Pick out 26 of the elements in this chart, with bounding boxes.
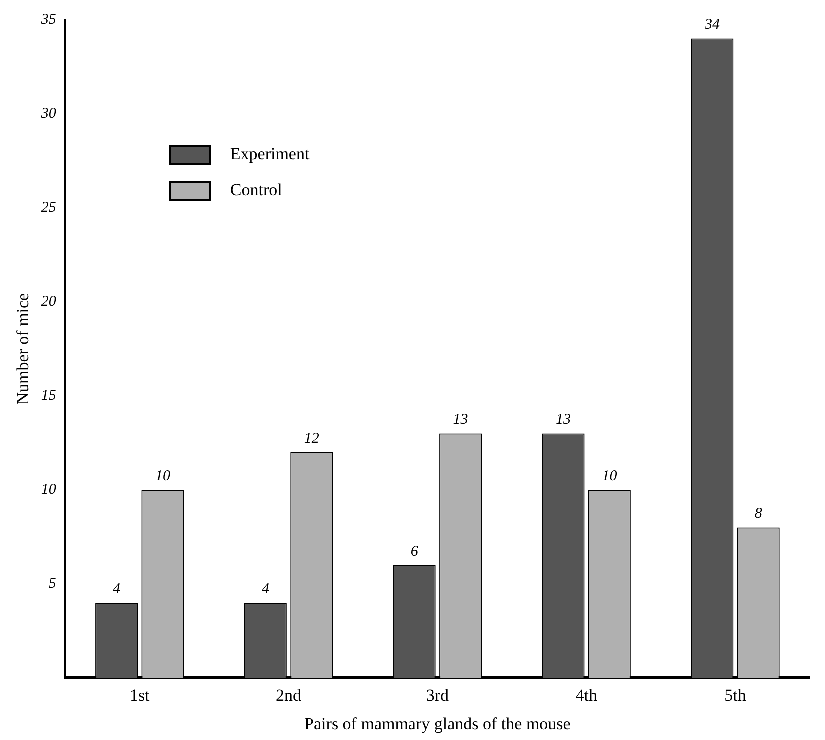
data-label: 10 [155, 468, 171, 485]
legend-label: Control [230, 180, 283, 200]
x-tick-label: 4th [576, 686, 598, 705]
x-tick-label: 2nd [276, 686, 302, 705]
x-tick-label: 5th [724, 686, 747, 705]
x-axis-title: Pairs of mammary glands of the mouse [304, 714, 571, 734]
y-tick-label: 35 [40, 12, 57, 28]
data-label: 34 [704, 17, 720, 34]
y-tick-label: 5 [48, 576, 57, 592]
data-label: 4 [262, 581, 270, 598]
data-label: 12 [304, 430, 320, 447]
data-label: 4 [113, 581, 122, 598]
data-label: 6 [410, 544, 419, 560]
y-axis-title: Number of mice [14, 293, 33, 405]
data-label: 13 [453, 412, 468, 428]
x-tick-label: 3rd [426, 686, 450, 705]
legend-label: Experiment [230, 144, 310, 164]
data-label: 8 [754, 506, 763, 522]
y-tick-label: 10 [41, 482, 57, 498]
x-tick-label: 1st [130, 686, 150, 705]
y-tick-label: 15 [41, 388, 57, 404]
y-tick-label: 30 [40, 106, 57, 122]
y-tick-label: 25 [41, 200, 57, 216]
data-label: 13 [556, 412, 572, 428]
y-tick-label: 20 [41, 294, 57, 310]
data-label: 10 [602, 468, 618, 485]
